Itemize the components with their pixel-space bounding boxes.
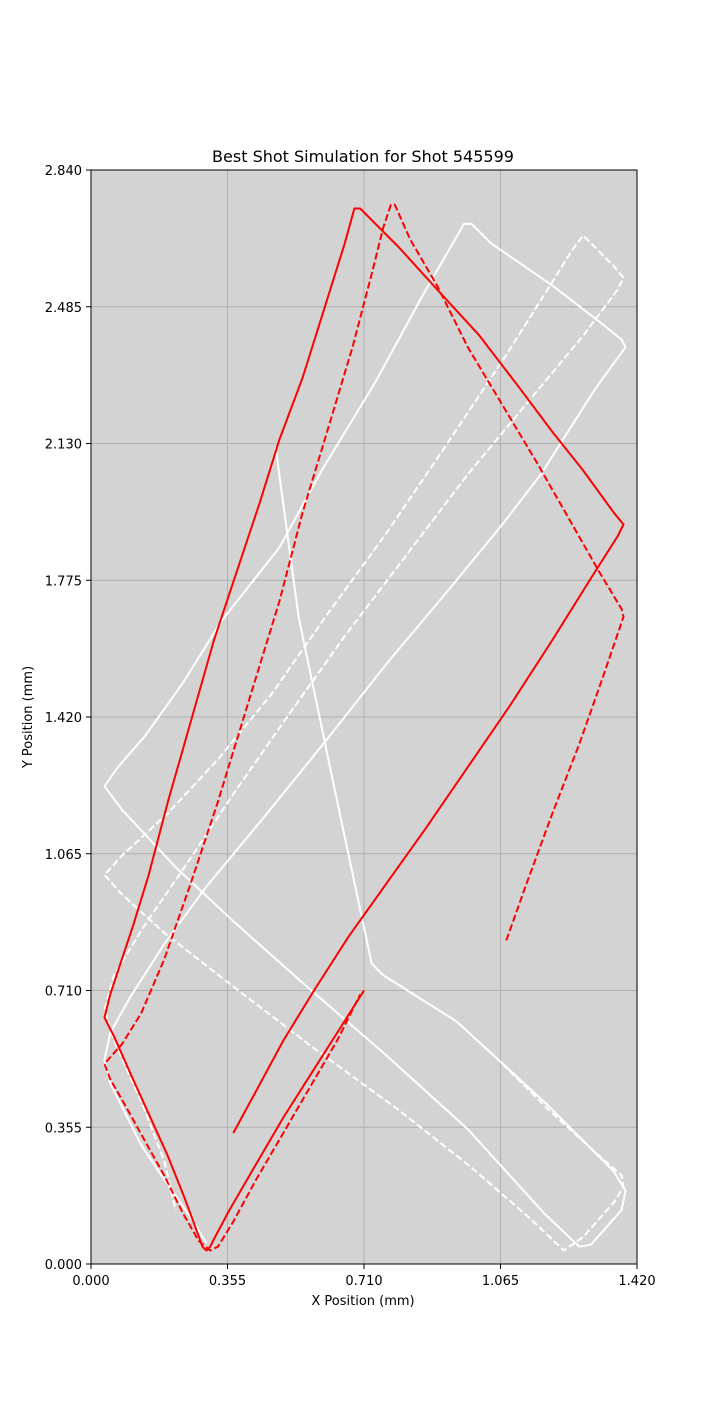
chart-title: Best Shot Simulation for Shot 545599 [212, 147, 514, 166]
series-line-1 [103, 222, 627, 1248]
x-tick-label: 1.065 [482, 1274, 519, 1289]
y-tick-label: 2.840 [45, 164, 82, 179]
y-axis-label: Y Position (mm) [21, 666, 36, 769]
x-tick-label: 0.710 [345, 1274, 382, 1289]
y-tick-label: 1.775 [45, 574, 82, 589]
x-axis-label: X Position (mm) [311, 1294, 414, 1309]
plot-area: 0.000 0.355 0.710 1.065 1.420 0.000 0.355 0.710… [45, 164, 656, 1289]
y-tick-label: 0.000 [45, 1258, 82, 1273]
series-line-3 [103, 207, 625, 1252]
x-tick-label: 0.000 [72, 1274, 109, 1289]
y-tick-label: 1.065 [45, 848, 82, 863]
y-tick-label: 2.485 [45, 301, 82, 316]
y-tick-label: 0.355 [45, 1121, 82, 1136]
y-tick-label: 1.420 [45, 711, 82, 726]
x-tick-label: 1.420 [618, 1274, 655, 1289]
x-tick-label: 0.355 [209, 1274, 246, 1289]
series-line-4 [103, 203, 625, 1252]
series-line-2 [103, 234, 625, 1252]
y-tick-label: 0.710 [45, 985, 82, 1000]
y-tick-label: 2.130 [45, 438, 82, 453]
